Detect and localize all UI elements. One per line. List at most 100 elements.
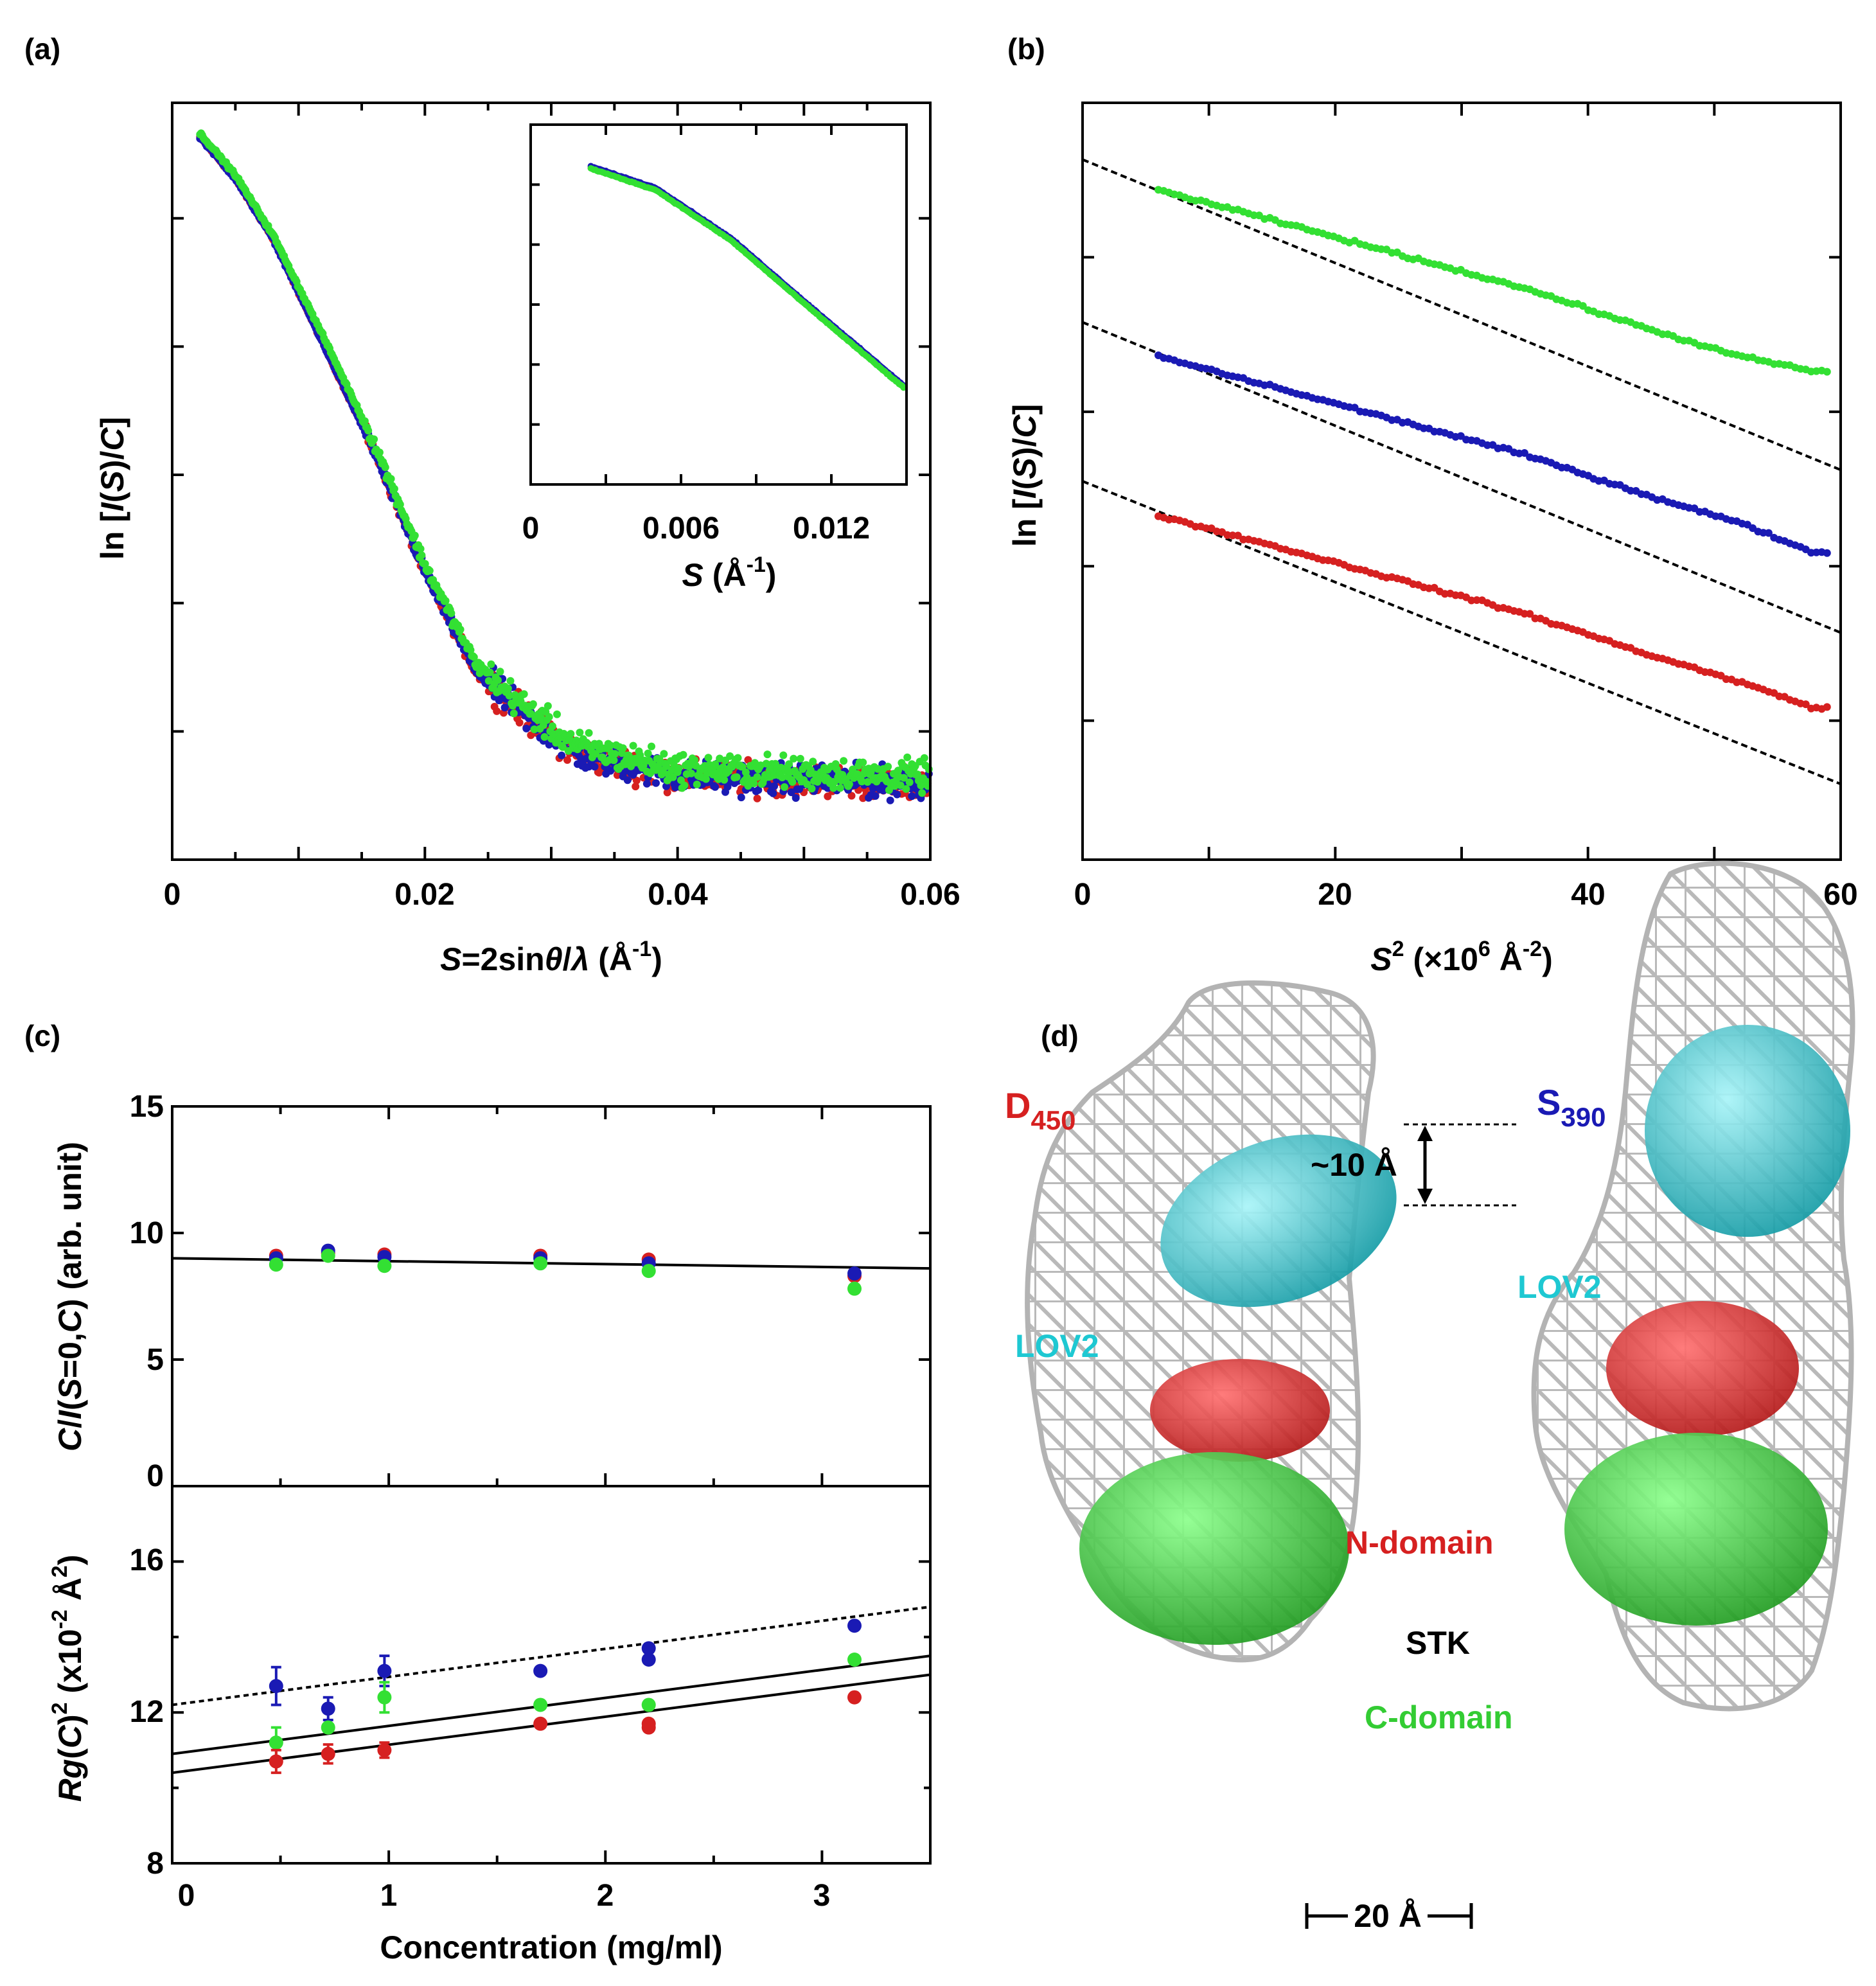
chart-a-point-green: [778, 774, 786, 781]
chart-b-frame: [1081, 102, 1842, 861]
chart-a-point-blue: [558, 751, 566, 759]
chart-c-bottom-point-red: [321, 1746, 335, 1761]
chart-a-point-red: [663, 788, 671, 797]
scale-bar-label: 20 Å: [1354, 1898, 1422, 1934]
chart-a-point-green: [675, 764, 683, 772]
chart-b-point-blue: [1764, 529, 1773, 537]
inset-xtick-2: 0.012: [793, 511, 870, 545]
chart-a-point-green: [726, 752, 734, 760]
chart-a-point-green: [558, 743, 567, 751]
chart-b-series-green: [1155, 186, 1831, 376]
label-d450: D450: [1005, 1085, 1076, 1135]
chart-a-point-green: [859, 758, 867, 767]
chart-c-bottom-point-green: [377, 1690, 392, 1705]
chart-c-top-fit: [172, 1257, 931, 1270]
chart-a-point-green: [738, 763, 747, 771]
chart-a-point-green: [884, 763, 892, 771]
chart-a-point-green: [711, 760, 720, 768]
chart-a-point-green: [902, 785, 910, 793]
chart-b-fit-green: [1082, 158, 1841, 472]
chart-b-point-blue: [1350, 403, 1359, 412]
chart-c-bottom-point-green: [321, 1720, 335, 1735]
chart-a-inset: 0 0.006 0.012 S (Å-1): [522, 123, 908, 593]
panel-label-a: (a): [24, 32, 60, 66]
chart-b-point-red: [1234, 531, 1242, 540]
chart-c-bottom-point-blue: [641, 1653, 656, 1667]
chart-b-point-red: [1526, 610, 1534, 618]
label-stk: STK: [1406, 1625, 1470, 1661]
inset-point-green: [900, 384, 907, 391]
chart-a-point-green: [905, 778, 914, 786]
chart-c-bottom-point-blue: [641, 1641, 656, 1656]
chart-a-point-green: [648, 742, 655, 750]
chart-b-point-green: [1579, 302, 1587, 310]
chart-a-point-green: [734, 754, 742, 762]
chart-a-point-green: [553, 710, 561, 718]
chart-a-point-red: [515, 718, 524, 727]
chart-a-point-green: [606, 741, 615, 750]
chart-a-point-green: [416, 545, 425, 553]
chart-b-xtick-2: 40: [1571, 878, 1605, 912]
chart-a-point-blue: [522, 724, 531, 732]
chart-a-point-green: [732, 773, 741, 781]
chart-a-point-green: [808, 785, 816, 793]
chart-a-xtick-1: 0.02: [394, 878, 454, 912]
chart-c-bottom-ytick-0: 8: [146, 1847, 164, 1881]
chart-a-point-green: [845, 780, 853, 788]
inset-xtick-1: 0.006: [642, 511, 720, 545]
chart-a-point-green: [540, 733, 549, 741]
chart-a-point-green: [486, 668, 494, 677]
inset-series-green: [587, 165, 907, 391]
d450-lov2: [1160, 1134, 1397, 1308]
chart-a-point-green: [899, 774, 908, 782]
chart-a-point-green: [914, 770, 922, 779]
chart-a-point-green: [790, 754, 798, 763]
chart-c-content: [172, 1243, 931, 1775]
chart-a-point-green: [669, 773, 677, 781]
chart-a-series-green: [196, 129, 933, 797]
chart-a-point-blue: [652, 779, 660, 787]
chart-a-point-green: [381, 463, 389, 472]
chart-a-point-red: [753, 794, 761, 802]
ten-a-arrow-up-icon: [1417, 1126, 1433, 1141]
label-ten-angstrom: ~10 Å: [1311, 1147, 1397, 1183]
chart-a-point-green: [425, 567, 434, 575]
chart-a-point-red: [744, 756, 752, 764]
chart-c-bottom-point-blue: [269, 1679, 283, 1694]
chart-b-ticks: [1081, 103, 1842, 860]
s390-c-domain: [1564, 1433, 1828, 1626]
chart-c-bottom-point-blue: [533, 1663, 548, 1678]
chart-a-point-green: [484, 677, 493, 685]
s390-n-domain: [1606, 1301, 1799, 1436]
chart-a-point-green: [505, 691, 513, 700]
chart-c-top-ytick-1: 5: [146, 1343, 164, 1377]
chart-c-top-point-green: [847, 1281, 862, 1296]
chart-a-point-green: [636, 751, 644, 759]
chart-c-bottom-fit-1: [172, 1654, 931, 1755]
chart-a-point-green: [496, 668, 504, 676]
chart-a-point-green: [470, 653, 478, 661]
chart-a-point-green: [360, 417, 369, 425]
inset-xlabel: S (Å-1): [682, 553, 777, 593]
chart-c-bottom-point-green: [269, 1735, 283, 1750]
chart-a-point-green: [679, 750, 687, 759]
chart-a-xtick-2: 0.04: [648, 878, 708, 912]
chart-c-bottom-fit-0: [172, 1605, 931, 1707]
chart-a-point-blue: [623, 776, 632, 785]
chart-c-top-ytick-3: 15: [130, 1090, 164, 1124]
chart-a-point-blue: [871, 792, 880, 800]
chart-a-point-blue: [711, 783, 720, 791]
chart-a-point-green: [785, 760, 793, 768]
chart-a-point-green: [720, 776, 729, 784]
chart-c-top-ytick-2: 10: [130, 1216, 164, 1250]
chart-a-point-green: [781, 783, 788, 791]
model-s390: [1531, 860, 1855, 1712]
chart-a: 0 0.02 0.04 0.06 S=2sinθ/λ (Å-1) ln [I(S…: [94, 102, 960, 977]
inset-background: [531, 125, 907, 484]
model-illustration: D450 S390 ~10 Å LOV2 LOV2 N-domain STK C…: [1005, 860, 1855, 1934]
chart-a-point-blue: [893, 790, 901, 799]
chart-c-xlabel: Concentration (mg/ml): [380, 1929, 722, 1965]
chart-b-xlabel: S2 (×106 Å-2): [1370, 937, 1552, 977]
chart-a-point-green: [421, 560, 429, 568]
chart-b-point-blue: [1823, 549, 1831, 557]
